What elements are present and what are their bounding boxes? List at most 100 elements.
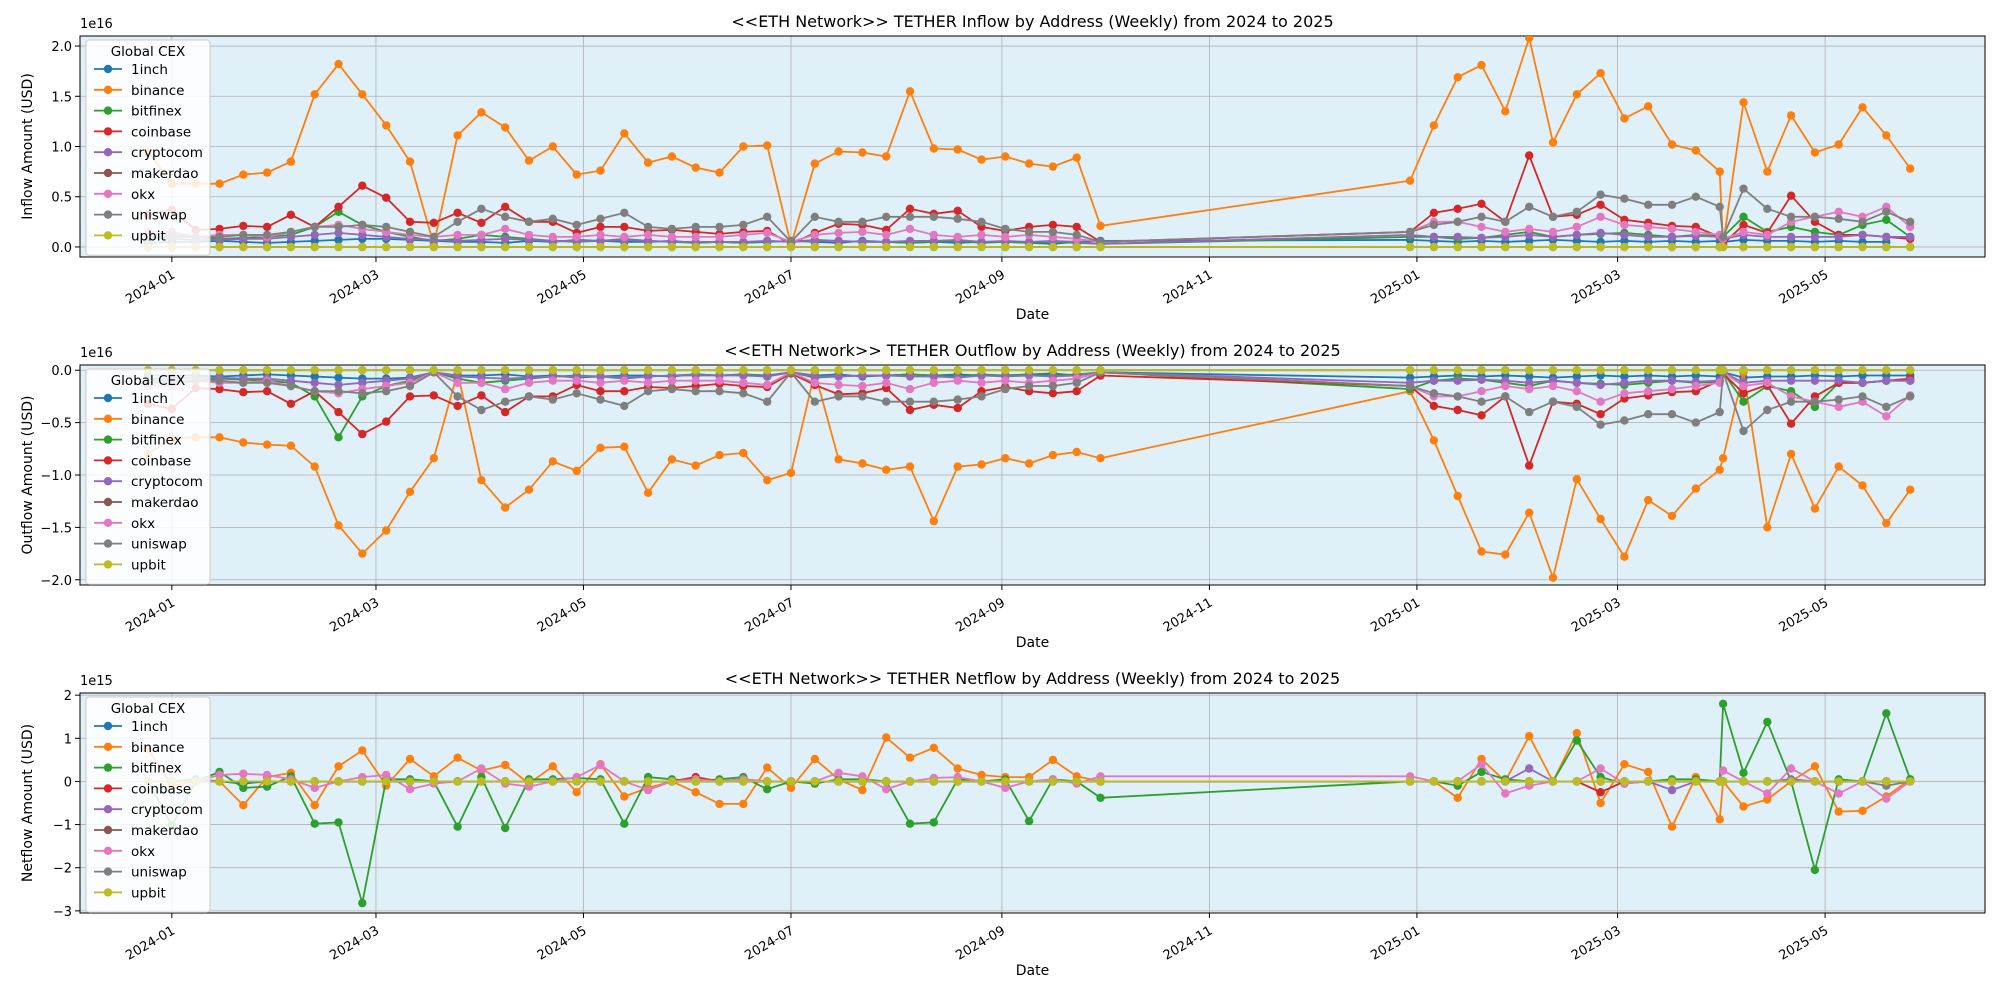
data-point bbox=[1692, 146, 1700, 154]
data-point bbox=[239, 170, 247, 178]
data-point bbox=[477, 379, 485, 387]
data-point bbox=[1549, 228, 1557, 236]
data-point bbox=[715, 777, 723, 785]
data-point bbox=[263, 777, 271, 785]
legend-marker bbox=[104, 498, 112, 506]
data-point bbox=[620, 387, 628, 395]
data-point bbox=[1858, 218, 1866, 226]
data-point bbox=[858, 777, 866, 785]
data-point bbox=[906, 754, 914, 762]
data-point bbox=[1573, 379, 1581, 387]
data-point bbox=[811, 777, 819, 785]
data-point bbox=[1477, 547, 1485, 555]
data-point bbox=[263, 168, 271, 176]
data-point bbox=[930, 366, 938, 374]
data-point bbox=[834, 147, 842, 155]
data-point bbox=[1049, 228, 1057, 236]
data-point bbox=[1668, 410, 1676, 418]
data-point bbox=[1430, 389, 1438, 397]
data-point bbox=[1763, 789, 1771, 797]
data-point bbox=[668, 243, 676, 251]
data-point bbox=[882, 379, 890, 387]
data-point bbox=[715, 377, 723, 385]
data-point bbox=[1668, 512, 1676, 520]
data-point bbox=[501, 408, 509, 416]
data-point bbox=[1763, 379, 1771, 387]
plot-area bbox=[80, 693, 1985, 913]
data-point bbox=[311, 777, 319, 785]
data-point bbox=[1835, 140, 1843, 148]
data-point bbox=[906, 820, 914, 828]
data-point bbox=[1668, 225, 1676, 233]
data-point bbox=[1620, 379, 1628, 387]
data-point bbox=[1835, 243, 1843, 251]
data-point bbox=[263, 366, 271, 374]
x-tick-label: 2024-07 bbox=[742, 923, 797, 963]
data-point bbox=[1763, 231, 1771, 239]
data-point bbox=[596, 166, 604, 174]
data-point bbox=[358, 549, 366, 557]
data-point bbox=[811, 231, 819, 239]
legend-marker bbox=[104, 519, 112, 527]
data-point bbox=[1787, 213, 1795, 221]
data-point bbox=[430, 777, 438, 785]
data-point bbox=[501, 777, 509, 785]
data-point bbox=[1835, 403, 1843, 411]
data-point bbox=[668, 777, 676, 785]
data-point bbox=[501, 235, 509, 243]
data-point bbox=[1811, 377, 1819, 385]
data-point bbox=[930, 398, 938, 406]
legend-marker bbox=[104, 148, 112, 156]
data-point bbox=[1835, 789, 1843, 797]
data-point bbox=[763, 785, 771, 793]
data-point bbox=[668, 455, 676, 463]
data-point bbox=[1858, 366, 1866, 374]
data-point bbox=[215, 366, 223, 374]
data-point bbox=[287, 211, 295, 219]
legend-label: okx bbox=[131, 516, 155, 532]
data-point bbox=[882, 733, 890, 741]
data-point bbox=[644, 786, 652, 794]
data-point bbox=[882, 777, 890, 785]
data-point bbox=[906, 213, 914, 221]
data-point bbox=[1668, 377, 1676, 385]
data-point bbox=[1549, 382, 1557, 390]
data-point bbox=[1692, 243, 1700, 251]
data-point bbox=[358, 221, 366, 229]
data-point bbox=[525, 392, 533, 400]
legend-label: uniswap bbox=[131, 208, 187, 224]
data-point bbox=[596, 231, 604, 239]
data-point bbox=[263, 231, 271, 239]
legend-label: 1inch bbox=[131, 62, 168, 78]
data-point bbox=[549, 395, 557, 403]
legend-label: cryptocom bbox=[131, 145, 203, 161]
data-point bbox=[382, 223, 390, 231]
data-point bbox=[811, 379, 819, 387]
x-tick-label: 2024-05 bbox=[535, 267, 590, 307]
data-point bbox=[834, 218, 842, 226]
data-point bbox=[620, 129, 628, 137]
y-tick-label: 2 bbox=[64, 689, 72, 704]
data-point bbox=[668, 377, 676, 385]
data-point bbox=[382, 526, 390, 534]
data-point bbox=[1573, 403, 1581, 411]
data-point bbox=[739, 800, 747, 808]
data-point bbox=[1025, 243, 1033, 251]
data-point bbox=[882, 213, 890, 221]
y-offset-label: 1e16 bbox=[80, 346, 113, 361]
data-point bbox=[1882, 131, 1890, 139]
legend-marker bbox=[104, 888, 112, 896]
data-point bbox=[501, 374, 509, 382]
data-point bbox=[1454, 406, 1462, 414]
legend-label: uniswap bbox=[131, 865, 187, 881]
data-point bbox=[430, 391, 438, 399]
data-point bbox=[1787, 243, 1795, 251]
data-point bbox=[287, 400, 295, 408]
data-point bbox=[1763, 167, 1771, 175]
data-point bbox=[358, 746, 366, 754]
data-point bbox=[1596, 229, 1604, 237]
data-point bbox=[1882, 243, 1890, 251]
data-point bbox=[858, 392, 866, 400]
data-point bbox=[1858, 231, 1866, 239]
data-point bbox=[311, 387, 319, 395]
